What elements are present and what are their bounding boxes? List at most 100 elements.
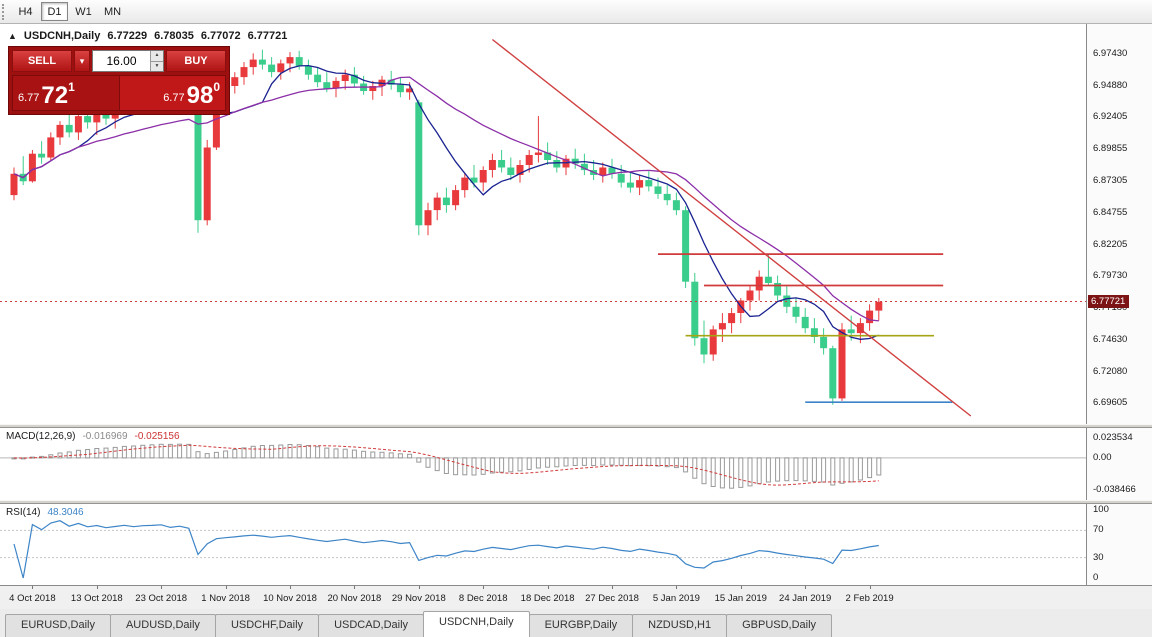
price-chart-panel: 6.97430 6.94880 6.92405 6.89855 6.87305 6.847…: [0, 24, 1152, 424]
time-axis-label: 18 Dec 2018: [520, 593, 575, 604]
time-axis-label: 24 Jan 2019: [779, 593, 832, 604]
rsi-axis-label: 0: [1093, 572, 1099, 583]
timeframe-button-h4[interactable]: H4: [18, 6, 33, 18]
time-axis-label: 29 Nov 2018: [391, 593, 446, 604]
rsi-axis-label: 70: [1093, 524, 1104, 536]
time-axis-label: 4 Oct 2018: [9, 593, 56, 604]
time-axis-tick: [676, 586, 678, 589]
macd-chart-canvas[interactable]: [0, 428, 1086, 500]
time-axis-tick: [96, 586, 98, 589]
time-axis-tick: [869, 586, 871, 589]
time-axis-tick: [547, 586, 549, 589]
lot-decrease-button[interactable]: ▼: [151, 61, 163, 71]
chart-tab-nzdusd[interactable]: NZDUSD,H1: [632, 614, 728, 637]
rsi-header: RSI(14) 48.3046: [6, 507, 84, 518]
price-axis-label: 6.97430: [1093, 48, 1128, 60]
timeframe-button-group: H4 D1 W1 MN: [11, 2, 127, 21]
chart-tab-audusd[interactable]: AUDUSD,Daily: [109, 614, 216, 637]
buy-price-pipette: 0: [213, 80, 220, 94]
chart-tab-eurgbp[interactable]: EURGBP,Daily: [528, 614, 634, 637]
macd-signal-value: -0.025156: [134, 431, 180, 442]
sell-price-display[interactable]: 6.77 72 1: [13, 76, 119, 110]
time-axis-tick: [740, 586, 742, 589]
time-axis-label: 10 Nov 2018: [263, 593, 317, 604]
lot-size-box: ▲ ▼: [92, 50, 164, 72]
timeframe-button-w1[interactable]: W1: [75, 6, 92, 18]
ohlc-open-value: 6.77229: [107, 30, 148, 42]
price-axis-label: 6.89855: [1093, 143, 1128, 155]
macd-axis-label: 0.00: [1093, 451, 1112, 463]
time-axis-tick: [418, 586, 420, 589]
sell-button[interactable]: SELL: [12, 50, 72, 72]
time-axis-label: 8 Dec 2018: [458, 593, 508, 604]
time-axis-label: 1 Nov 2018: [201, 593, 250, 604]
time-axis-tick: [161, 586, 163, 589]
rsi-value: 48.3046: [47, 507, 84, 518]
time-axis-tick: [612, 586, 613, 589]
time-axis-label: 5 Jan 2019: [652, 593, 700, 604]
price-axis-label: 6.87305: [1093, 175, 1128, 187]
price-axis-label: 6.74630: [1093, 334, 1128, 346]
buy-price-big-digits: 98: [186, 82, 214, 109]
time-axis-tick: [32, 586, 34, 589]
time-axis-label: 15 Jan 2019: [714, 593, 767, 604]
time-axis[interactable]: 4 Oct 2018 13 Oct 2018 23 Oct 2018 1 Nov 20…: [0, 585, 1152, 609]
time-axis-label: 23 Oct 2018: [135, 593, 188, 604]
time-axis-tick: [225, 586, 227, 589]
price-axis-label: 6.94880: [1093, 80, 1128, 92]
buy-price-prefix: 6.77: [163, 92, 185, 104]
price-axis-label: 6.77180: [1093, 302, 1128, 314]
macd-panel: 0.023534 0.00 -0.038466 MACD(12,26,9) -0.0…: [0, 428, 1152, 500]
price-axis-label: 6.72080: [1093, 366, 1128, 378]
price-axis-label: 6.79730: [1093, 270, 1128, 282]
macd-axis-label: 0.023534: [1093, 432, 1133, 444]
macd-axis-label: -0.038466: [1093, 484, 1136, 496]
price-axis-label: 6.69605: [1093, 397, 1128, 409]
sell-price-pipette: 1: [68, 80, 75, 94]
chart-symbol-title: USDCNH,Daily: [23, 30, 101, 42]
sell-price-prefix: 6.77: [18, 92, 40, 104]
chart-tab-usdcnh[interactable]: USDCNH,Daily: [423, 611, 530, 637]
toolbar-drag-handle[interactable]: [2, 3, 7, 20]
lot-size-input[interactable]: [93, 51, 150, 71]
chart-tab-eurusd[interactable]: EURUSD,Daily: [5, 614, 111, 637]
rsi-axis-label: 100: [1093, 504, 1109, 515]
rsi-label: RSI(14): [6, 507, 41, 518]
one-click-trading-toggle-icon[interactable]: ▲: [8, 31, 17, 41]
chart-tabs-bar: EURUSD,Daily AUDUSD,Daily USDCHF,Daily USDC…: [0, 609, 1152, 637]
timeframe-button-d1[interactable]: D1: [41, 2, 68, 21]
rsi-chart-canvas[interactable]: [0, 504, 1086, 585]
ohlc-high-value: 6.78035: [154, 30, 194, 42]
time-axis-label: 2 Feb 2019: [845, 593, 894, 604]
timeframe-toolbar: H4 D1 W1 MN: [0, 0, 1152, 24]
rsi-axis-label: 30: [1093, 551, 1104, 563]
panel-splitter-rsi[interactable]: [0, 500, 1152, 504]
chart-tab-usdchf[interactable]: USDCHF,Daily: [214, 614, 320, 637]
macd-axis: 0.023534 0.00 -0.038466: [1086, 428, 1152, 500]
sell-price-big-digits: 72: [41, 82, 69, 109]
ohlc-close-value: 6.77721: [247, 30, 288, 42]
panel-splitter-macd[interactable]: [0, 424, 1152, 428]
price-axis[interactable]: 6.97430 6.94880 6.92405 6.89855 6.87305 6.847…: [1086, 24, 1152, 424]
sell-options-dropdown-icon[interactable]: ▾: [74, 50, 90, 72]
timeframe-button-mn[interactable]: MN: [103, 6, 122, 18]
time-axis-tick: [805, 586, 807, 589]
macd-header: MACD(12,26,9) -0.016969 -0.025156: [6, 431, 180, 442]
time-axis-tick: [483, 586, 485, 589]
lot-increase-button[interactable]: ▲: [151, 51, 163, 62]
chart-tab-gbpusd[interactable]: GBPUSD,Daily: [726, 614, 833, 637]
buy-price-display[interactable]: 6.77 98 0: [118, 76, 225, 110]
price-axis-label: 6.84755: [1093, 207, 1128, 219]
chart-header: ▲ USDCNH,Daily 6.77229 6.78035 6.77072 6…: [8, 30, 287, 42]
time-axis-label: 13 Oct 2018: [70, 593, 123, 604]
current-price-tag: 6.77721: [1088, 294, 1130, 308]
time-axis-label: 20 Nov 2018: [327, 593, 382, 604]
price-axis-label: 6.82205: [1093, 239, 1128, 251]
time-axis-tick: [354, 586, 356, 589]
buy-button[interactable]: BUY: [166, 50, 226, 72]
time-axis-label: 27 Dec 2018: [585, 593, 639, 604]
one-click-trading-panel: SELL ▾ ▲ ▼ BUY 6.77 72 1 6.7: [8, 46, 230, 115]
time-axis-tick: [290, 586, 291, 589]
chart-tab-usdcad[interactable]: USDCAD,Daily: [318, 614, 425, 637]
